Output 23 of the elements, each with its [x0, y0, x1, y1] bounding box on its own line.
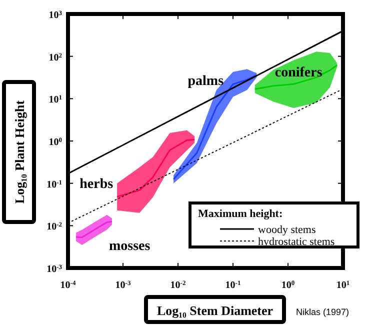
y-axis-title: Log₁₀ Plant Height	[12, 100, 27, 204]
y-tick-label: 10$^{-1}$	[46, 178, 62, 190]
x-tick-label: 10$^{-1}$	[225, 280, 241, 291]
legend-label: hydrostatic stems	[258, 236, 335, 248]
x-tick-label: 10$^{-2}$	[170, 280, 186, 291]
series-label: herbs	[80, 176, 114, 192]
series-label: mosses	[108, 238, 151, 254]
series-label: conifers	[274, 66, 323, 81]
legend-title: Maximum height:	[198, 208, 283, 220]
y-tick-label: 10$^{2}$	[48, 52, 62, 64]
x-tick-label: 10$^{-3}$	[115, 280, 132, 291]
x-tick-label: 10$^{1}$	[336, 280, 350, 291]
y-tick-label: 10$^{-3}$	[46, 264, 63, 275]
series-label: palms	[188, 74, 224, 90]
x-tick-label: 10$^{-4}$	[60, 280, 76, 291]
y-tick-label: 10$^{0}$	[48, 136, 62, 148]
y-tick-label: 10$^{1}$	[48, 94, 62, 106]
y-tick-label: 10$^{-2}$	[46, 221, 62, 233]
legend-label: woody stems	[258, 224, 316, 236]
x-tick-label: 10$^{0}$	[281, 280, 295, 291]
y-tick-label: 10$^{3}$	[48, 10, 63, 21]
x-axis-title: Log₁₀ Stem Diameter	[156, 303, 274, 318]
text: Niklas (1997)	[296, 307, 350, 317]
